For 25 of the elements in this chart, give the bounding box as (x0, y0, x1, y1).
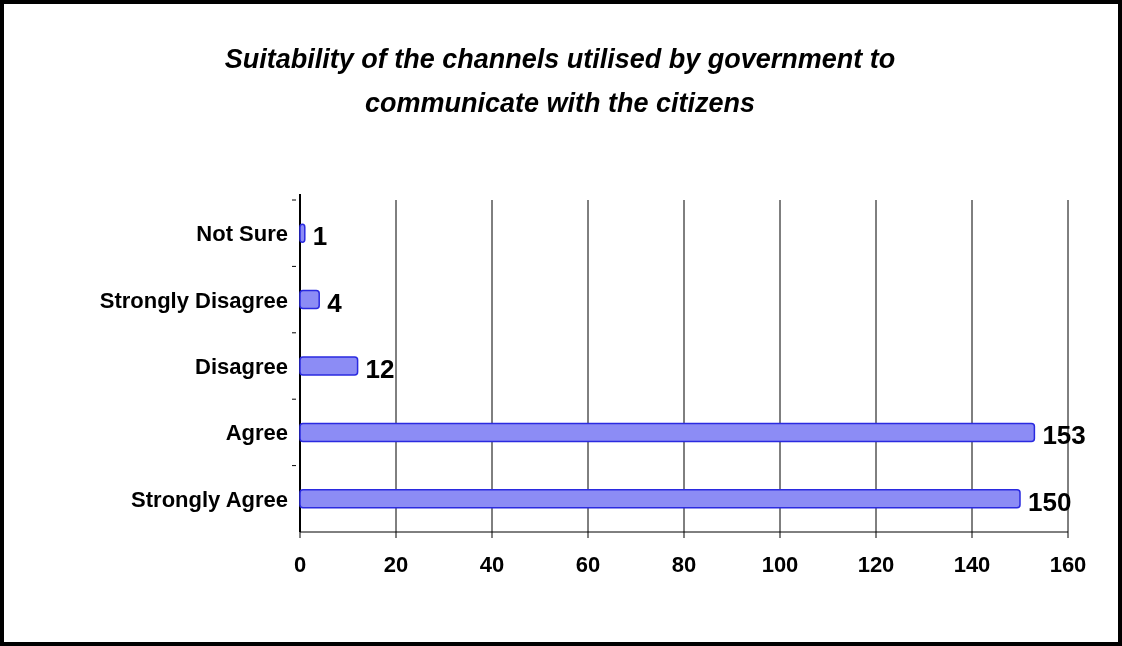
x-tick-label: 20 (383, 552, 409, 577)
data-label: 150 (1028, 486, 1072, 517)
chart-title: Suitability of the channels utilised by government to communicate with the citizens (224, 44, 896, 118)
bar (299, 422, 1036, 443)
data-label: 4 (327, 287, 343, 318)
bar (299, 223, 306, 243)
x-tick-label: 80 (671, 552, 697, 577)
data-label: 12 (365, 354, 395, 384)
bar (299, 489, 1021, 509)
x-tick-label: 120 (857, 552, 895, 577)
x-tick-label: 160 (1049, 552, 1087, 577)
x-tick-label: 140 (953, 552, 991, 577)
y-tick-label: Strongly Agree (131, 486, 288, 512)
bar (299, 289, 320, 310)
data-label: 1 (312, 221, 328, 252)
y-tick-label: Disagree (195, 354, 288, 379)
y-tick-label: Strongly Disagree (99, 287, 288, 313)
x-tick-label: 40 (479, 552, 505, 577)
x-tick-label: 0 (293, 552, 307, 577)
y-tick-label: Agree (225, 420, 288, 446)
y-tick-label: Not Sure (196, 221, 288, 247)
data-label: 153 (1042, 420, 1086, 451)
bar (299, 356, 359, 376)
x-tick-label: 60 (575, 552, 601, 577)
x-tick-label: 100 (761, 552, 799, 577)
